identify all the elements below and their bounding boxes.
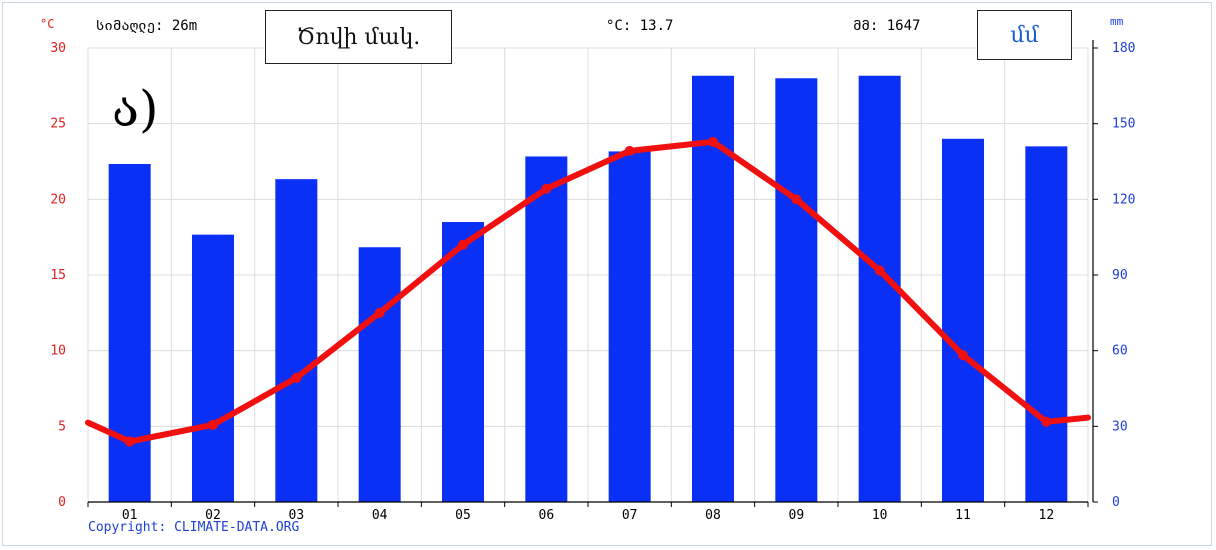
x-tick-label-11: 11 <box>955 508 971 523</box>
unit-label: մմ <box>1010 22 1039 48</box>
left-tick-label-15: 15 <box>50 268 66 283</box>
panel-letter: ა) <box>112 80 159 138</box>
precipitation-bar-06 <box>525 156 568 502</box>
temperature-point-05 <box>458 239 468 250</box>
unit-label-box: մմ <box>977 10 1072 60</box>
left-tick-label-25: 25 <box>50 117 66 132</box>
precipitation-bar-09 <box>775 78 818 503</box>
temperature-point-08 <box>708 136 718 147</box>
x-tick-label-06: 06 <box>539 508 555 523</box>
temperature-line <box>85 136 1091 447</box>
precipitation-bar-05 <box>442 222 484 503</box>
precipitation-bars <box>108 75 1068 503</box>
period-label: Ծովի մակ. <box>296 24 421 50</box>
right-tick-label-90: 90 <box>1112 268 1128 283</box>
temperature-point-07 <box>624 145 635 156</box>
temperature-point-06 <box>541 183 552 194</box>
left-tick-label-10: 10 <box>50 344 66 359</box>
precipitation-bar-12 <box>1025 146 1068 502</box>
left-tick-label-20: 20 <box>50 192 66 207</box>
x-tick-label-03: 03 <box>289 508 305 523</box>
precipitation-bar-03 <box>275 179 318 502</box>
right-tick-label-0: 0 <box>1112 495 1120 510</box>
temperature-point-12 <box>1041 416 1052 427</box>
annual-precipitation-text: მმ: 1647 <box>853 18 920 34</box>
x-tick-label-05: 05 <box>455 508 471 523</box>
temperature-point-03 <box>291 372 302 383</box>
axes <box>87 40 1098 507</box>
x-tick-label-12: 12 <box>1039 508 1055 523</box>
tick-labels: 01 02 03 04 05 06 07 08 09 10 11 120510152025300306… <box>50 41 1135 523</box>
left-tick-label-5: 5 <box>58 419 66 434</box>
x-tick-label-01: 01 <box>122 508 138 523</box>
average-temperature-text: °C: 13.7 <box>606 18 673 34</box>
x-tick-label-04: 04 <box>372 508 388 523</box>
right-tick-label-150: 150 <box>1112 117 1135 132</box>
right-tick-label-30: 30 <box>1112 419 1128 434</box>
copyright-text: Copyright: CLIMATE-DATA.ORG <box>88 520 299 535</box>
precipitation-bar-01 <box>108 164 151 502</box>
left-tick-label-30: 30 <box>50 41 66 56</box>
right-tick-label-180: 180 <box>1112 41 1135 56</box>
right-axis-unit-label: mm <box>1110 15 1124 28</box>
temperature-point-10 <box>874 265 885 276</box>
temperature-point-04 <box>374 307 385 318</box>
precipitation-bar-04 <box>358 247 401 502</box>
period-label-box: Ծովի մակ. <box>265 10 452 64</box>
temperature-point-02 <box>208 419 218 430</box>
temperature-point-01 <box>124 436 135 447</box>
x-tick-label-10: 10 <box>872 508 888 523</box>
left-axis-unit-label: °C <box>40 17 54 31</box>
temperature-point-11 <box>958 350 968 361</box>
right-tick-label-120: 120 <box>1112 192 1135 207</box>
left-tick-label-0: 0 <box>58 495 66 510</box>
precipitation-bar-11 <box>942 138 984 503</box>
temperature-point-09 <box>791 194 802 205</box>
precipitation-bar-02 <box>192 234 234 502</box>
grid-lines <box>87 47 1089 502</box>
x-tick-label-02: 02 <box>205 508 221 523</box>
x-tick-label-07: 07 <box>622 508 638 523</box>
x-tick-label-09: 09 <box>789 508 805 523</box>
precipitation-bar-07 <box>608 151 651 502</box>
right-tick-label-60: 60 <box>1112 344 1128 359</box>
temperature-line-path <box>85 138 1091 445</box>
altitude-text: სიმაღლე: 26m <box>96 18 197 34</box>
x-tick-label-08: 08 <box>705 508 721 523</box>
